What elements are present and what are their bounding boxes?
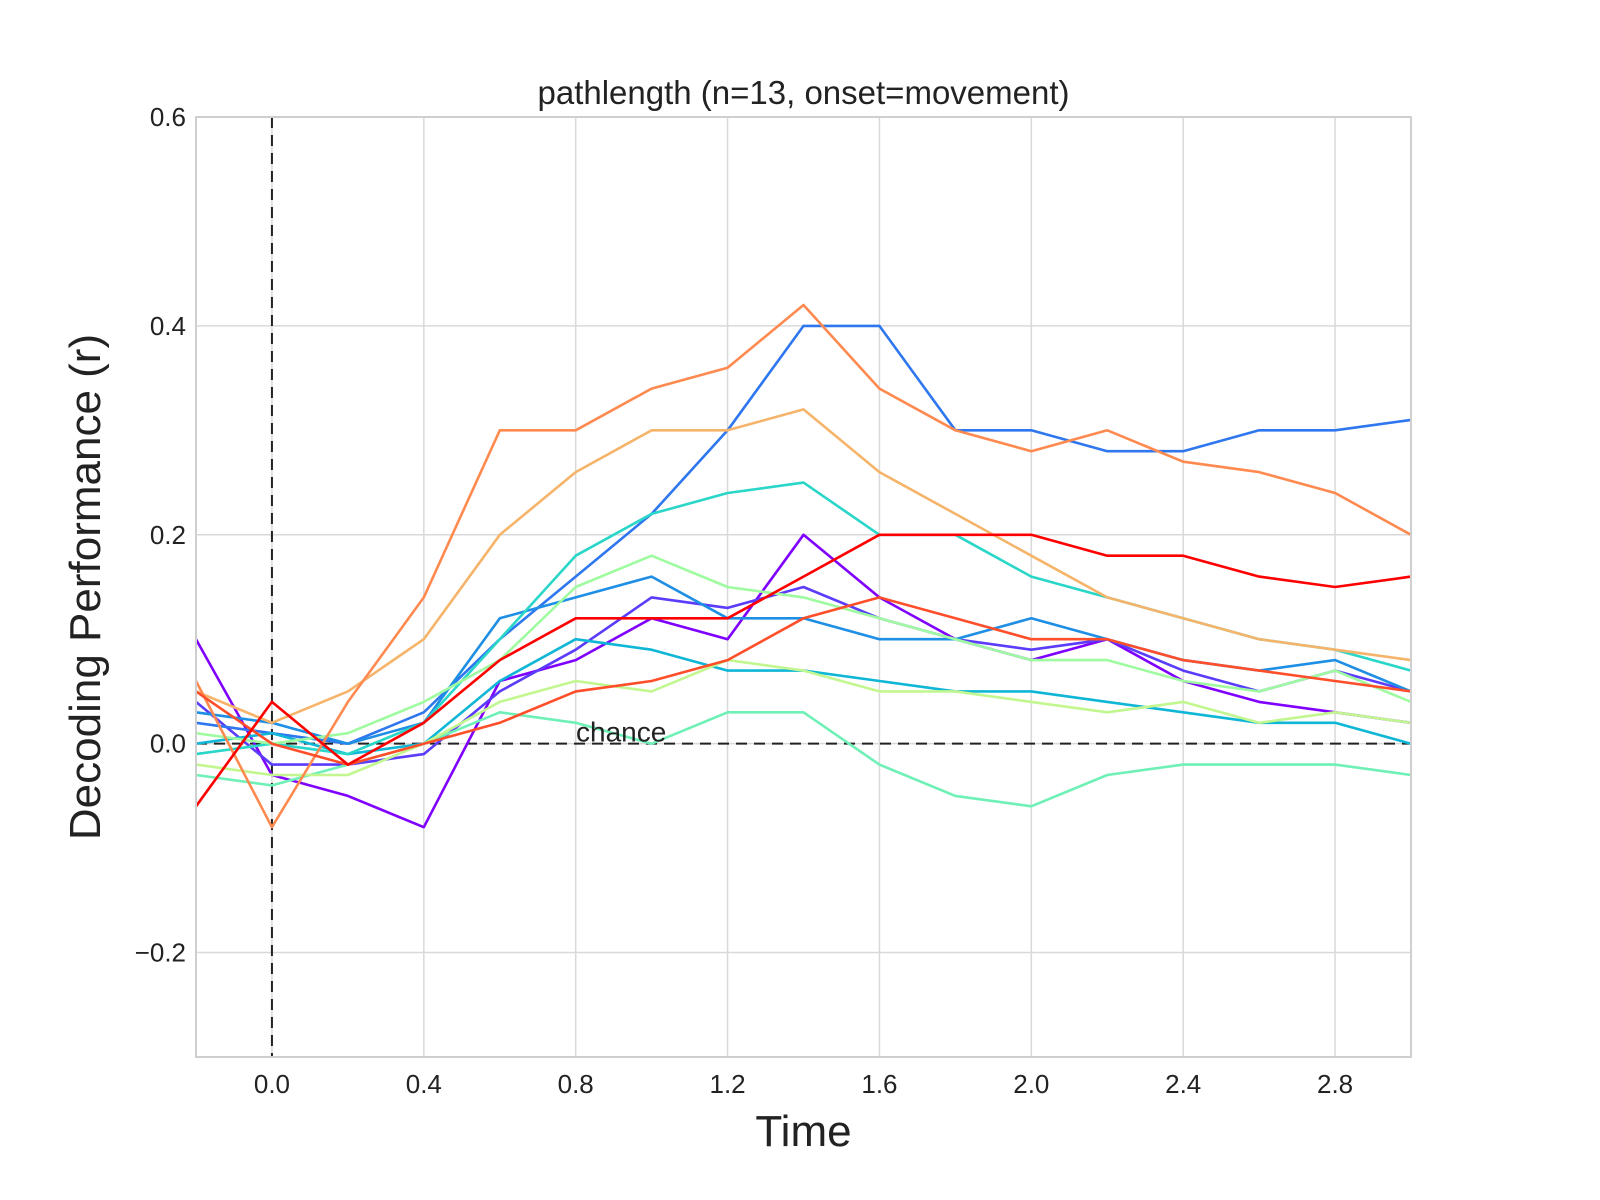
y-tick-label: 0.4 [150,311,186,341]
x-tick-label: 2.4 [1165,1069,1201,1099]
x-axis-label: Time [755,1107,851,1156]
series-line-12 [195,596,1412,766]
series-line-11 [194,303,1412,829]
series-line-2 [195,585,1412,766]
series-line-1 [194,533,1412,829]
series-line-3 [195,324,1412,746]
y-tick-label: 0.6 [150,102,186,132]
series-lines [194,303,1412,829]
plot-frame [195,116,1412,1058]
y-tick-label: −0.2 [135,938,186,968]
y-tick-labels: −0.2 0.0 0.2 0.4 0.6 [135,102,186,968]
y-tick-label: 0.0 [150,729,186,759]
y-axis-label: Decoding Performance (r) [61,334,110,840]
y-tick-label: 0.2 [150,520,186,550]
x-tick-label: 0.0 [254,1069,290,1099]
x-tick-label: 0.8 [558,1069,594,1099]
x-tick-label: 1.6 [861,1069,897,1099]
series-line-10 [195,408,1412,725]
reference-lines [196,117,1411,1057]
x-tick-label: 0.4 [406,1069,442,1099]
series-line-9 [195,658,1412,777]
x-tick-labels: 0.0 0.4 0.8 1.2 1.6 2.0 2.4 2.8 [254,1069,1353,1099]
series-line-13 [194,533,1412,808]
chart-title: pathlength (n=13, onset=movement) [537,74,1069,111]
x-tick-label: 2.8 [1317,1069,1353,1099]
series-line-8 [195,554,1412,746]
chance-annotation: chance [576,717,666,748]
x-tick-label: 1.2 [709,1069,745,1099]
x-tick-label: 2.0 [1013,1069,1049,1099]
